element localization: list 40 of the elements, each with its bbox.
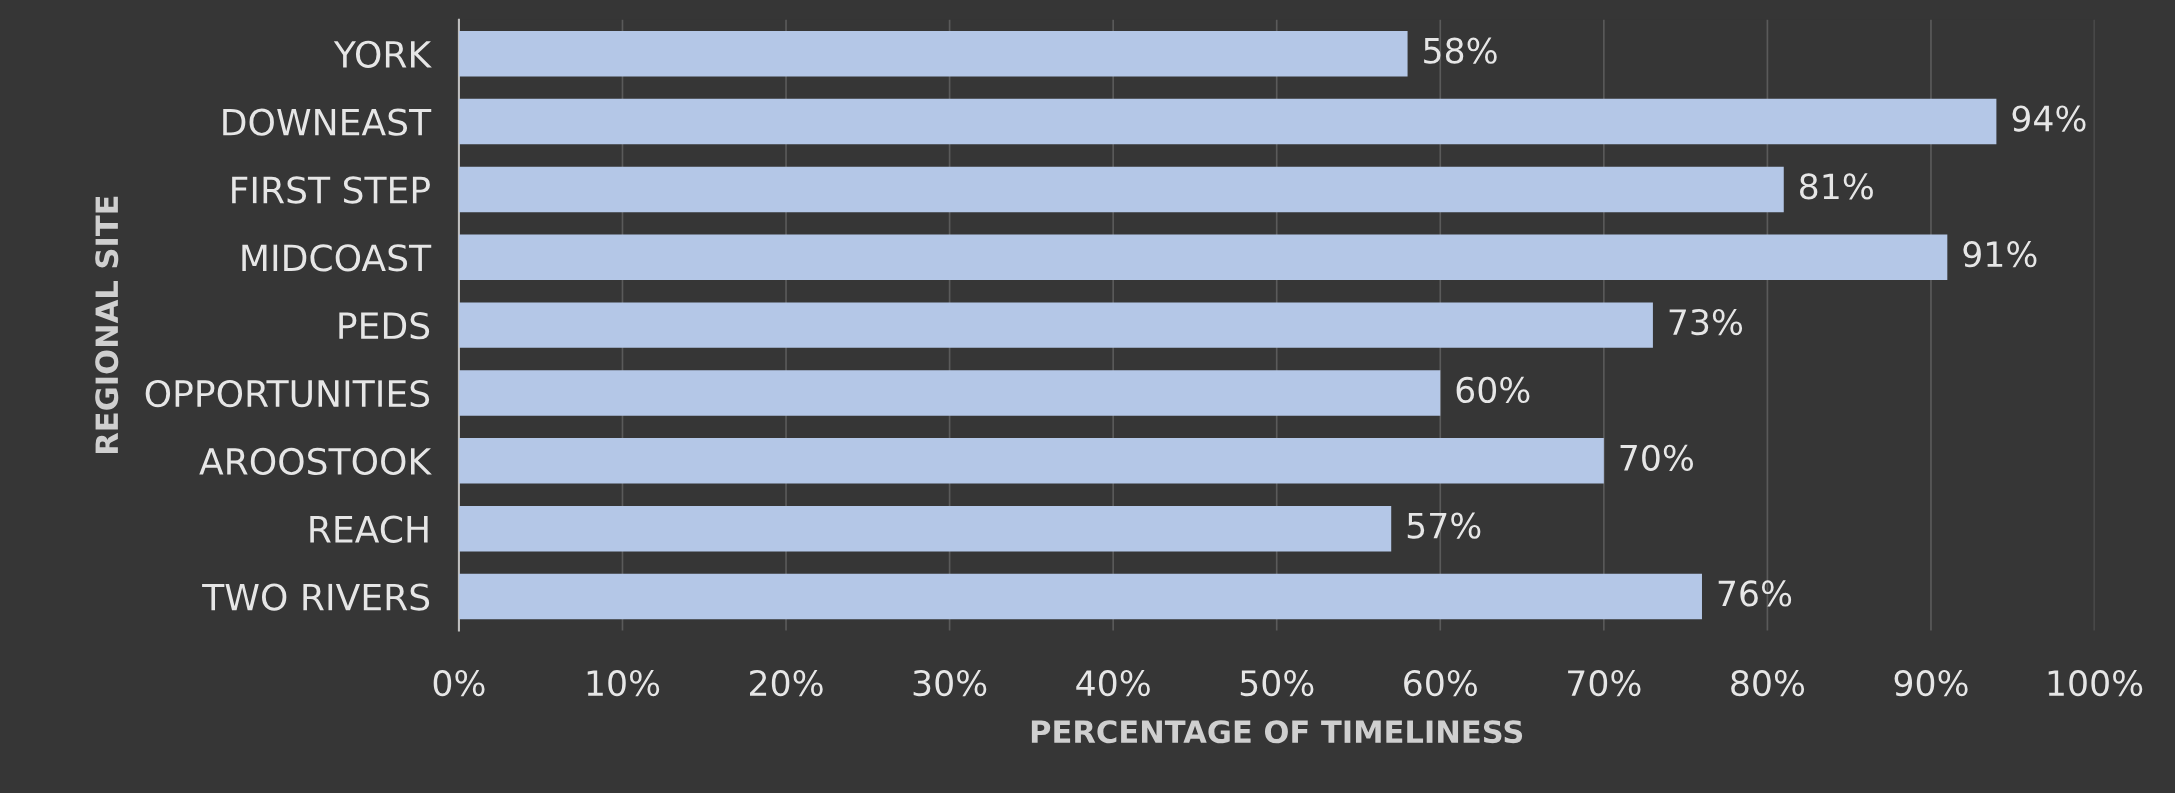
x-tick-label: 60% [1404, 669, 1477, 697]
data-label: 57% [1407, 512, 1481, 539]
data-label: 81% [1800, 173, 1873, 200]
bar [458, 438, 1604, 484]
y-tick-label: DOWNEAST [223, 108, 432, 136]
bar [458, 31, 1408, 77]
x-tick-label: 0% [433, 669, 485, 697]
y-tick-label: TWO RIVERS [202, 583, 430, 611]
y-axis-title: REGIONAL SITE [95, 196, 119, 453]
x-tick-label: 80% [1731, 669, 1805, 697]
bar [458, 573, 1702, 620]
data-label: 91% [1963, 241, 2037, 268]
bar [458, 98, 1997, 145]
y-tick-label: AROOSTOOK [199, 447, 432, 476]
y-tick-label: PEDS [339, 312, 430, 340]
y-tick-label: YORK [333, 40, 432, 68]
y-tick-label: OPPORTUNITIES [145, 379, 430, 408]
data-label: 60% [1456, 376, 1530, 404]
y-tick-label: FIRST STEP [232, 176, 430, 204]
x-tick-label: 10% [587, 669, 660, 697]
x-tick-label: 20% [750, 669, 823, 697]
data-label: 58% [1424, 37, 1497, 64]
bar [458, 505, 1392, 552]
x-axis-title: PERCENTAGE OF TIMELINESS [1031, 720, 1523, 744]
y-tick-label: REACH [310, 515, 428, 543]
x-tick-label: 30% [913, 669, 987, 697]
bar [458, 166, 1784, 213]
data-label: 94% [2012, 105, 2086, 132]
bar [458, 234, 1948, 281]
x-tick-label: 100% [2048, 669, 2143, 697]
x-tick-label: 70% [1568, 669, 1641, 697]
data-label: 76% [1718, 580, 1792, 607]
data-label: 73% [1669, 308, 1743, 336]
x-tick-label: 40% [1076, 669, 1150, 697]
data-label: 70% [1620, 444, 1693, 471]
bar [458, 370, 1441, 416]
x-tick-label: 90% [1894, 669, 1968, 697]
bar [458, 302, 1653, 348]
y-tick-label: MIDCOAST [242, 244, 432, 272]
x-tick-label: 50% [1240, 669, 1314, 697]
